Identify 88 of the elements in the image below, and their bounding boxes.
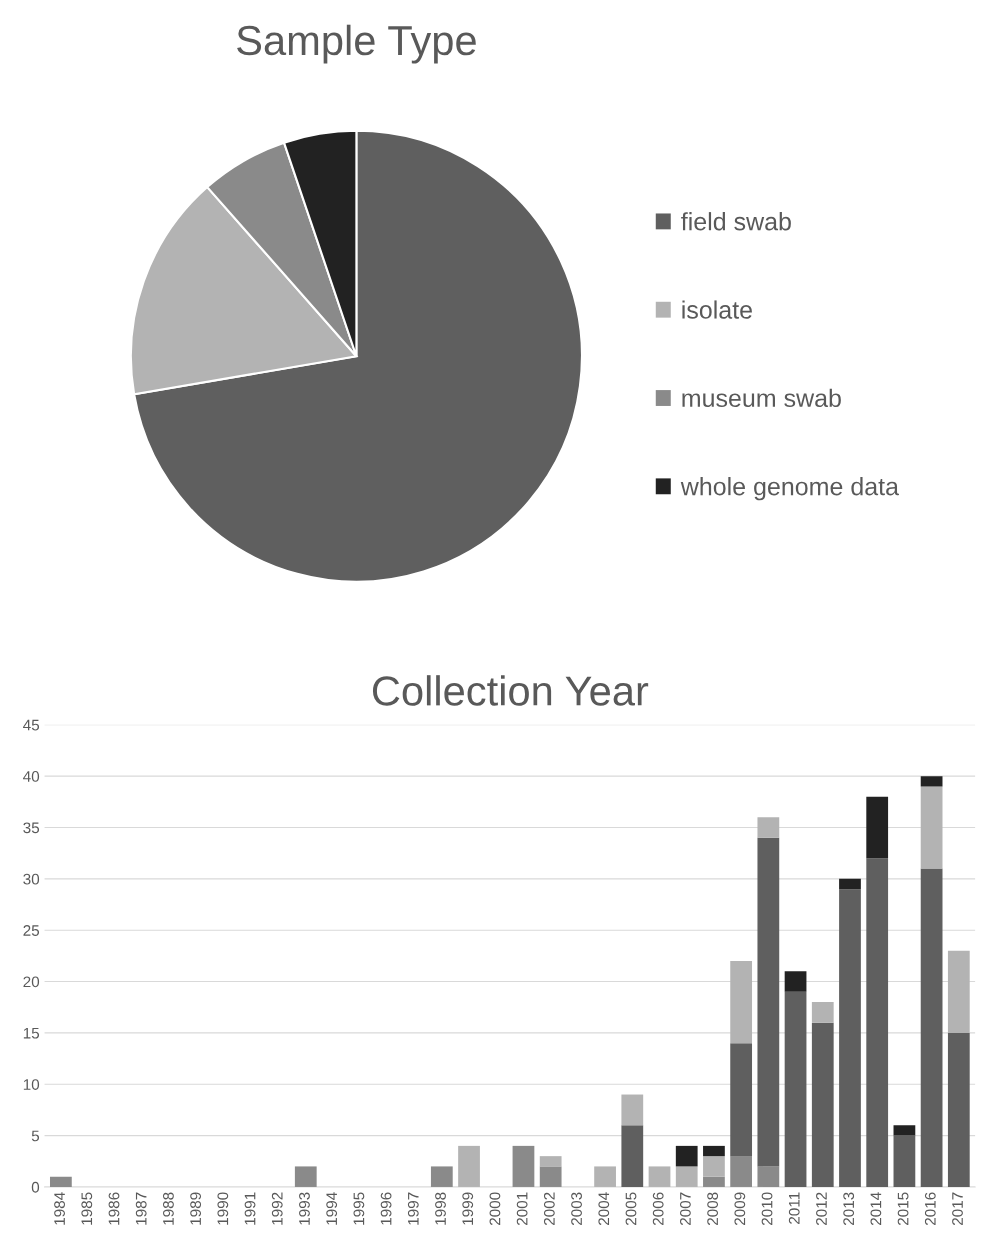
bar xyxy=(947,1032,970,1187)
x-tick-label: 1992 xyxy=(271,1192,283,1225)
legend-label: museum swab xyxy=(682,388,841,408)
bar xyxy=(866,858,889,1187)
x-tick-label: 2016 xyxy=(924,1192,936,1226)
x-tick-label: 1991 xyxy=(244,1192,256,1225)
x-tick-label: 1995 xyxy=(353,1192,365,1225)
bar xyxy=(539,1156,562,1167)
y-tick-label: 35 xyxy=(23,822,40,834)
bar xyxy=(49,1176,72,1187)
y-tick-label: 25 xyxy=(23,925,40,936)
x-tick-label: 2004 xyxy=(598,1192,610,1226)
bar xyxy=(458,1145,480,1187)
x-tick-label: 1986 xyxy=(108,1192,120,1225)
bar xyxy=(512,1145,535,1187)
y-tick-label: 10 xyxy=(23,1079,40,1090)
x-tick-label: 1997 xyxy=(407,1192,419,1225)
bar xyxy=(621,1094,644,1126)
y-tick-label: 0 xyxy=(31,1181,40,1193)
bar xyxy=(703,1145,725,1157)
legend-label: field swab xyxy=(681,212,791,231)
x-tick-label: 2002 xyxy=(543,1192,555,1226)
x-tick-label: 2006 xyxy=(652,1192,664,1226)
legend-label: isolate xyxy=(682,300,752,319)
bar xyxy=(675,1145,698,1167)
x-tick-label: 1988 xyxy=(163,1192,174,1225)
bar xyxy=(621,1125,644,1187)
bar xyxy=(757,1166,780,1187)
x-tick-label: 2015 xyxy=(897,1192,909,1226)
chart-title: Sample Type xyxy=(237,24,476,64)
x-tick-label: 1984 xyxy=(54,1192,65,1225)
bar xyxy=(675,1166,698,1187)
bar xyxy=(920,786,943,869)
x-tick-label: 2013 xyxy=(843,1192,855,1226)
x-tick-label: 1994 xyxy=(326,1192,338,1225)
x-tick-label: 1999 xyxy=(462,1192,474,1225)
legend-label: whole genome data xyxy=(680,477,899,501)
bar xyxy=(920,868,943,1187)
x-tick-label: 2011 xyxy=(788,1192,800,1224)
x-tick-label: 2000 xyxy=(489,1192,501,1226)
bar xyxy=(893,1125,916,1136)
bar xyxy=(947,950,970,1033)
bar xyxy=(730,1156,753,1187)
bar xyxy=(839,889,861,1187)
x-tick-label: 2005 xyxy=(625,1192,637,1226)
bar xyxy=(294,1166,317,1187)
bar xyxy=(784,991,807,1187)
y-tick-label: 30 xyxy=(23,873,40,885)
x-tick-label: 2008 xyxy=(707,1192,719,1226)
y-tick-label: 5 xyxy=(31,1130,40,1142)
x-tick-label: 2010 xyxy=(761,1192,773,1226)
x-tick-label: 2001 xyxy=(516,1192,528,1226)
x-tick-label: 2012 xyxy=(816,1192,827,1226)
x-tick-label: 1987 xyxy=(135,1192,147,1225)
bar xyxy=(703,1176,725,1187)
y-tick-label: 15 xyxy=(23,1027,40,1039)
x-tick-label: 1989 xyxy=(190,1192,202,1225)
x-tick-label: 2017 xyxy=(952,1192,963,1226)
x-tick-label: 2009 xyxy=(734,1192,746,1226)
x-tick-label: 2007 xyxy=(680,1192,691,1226)
x-tick-label: 2014 xyxy=(870,1192,882,1226)
bar xyxy=(839,878,861,890)
bar xyxy=(539,1166,562,1187)
pie-slice xyxy=(133,129,583,583)
bar xyxy=(811,1002,834,1023)
x-tick-label: 2003 xyxy=(571,1192,582,1226)
x-tick-label: 1990 xyxy=(217,1192,229,1225)
bar xyxy=(594,1166,616,1187)
x-tick-label: 1996 xyxy=(380,1192,392,1225)
bar xyxy=(430,1166,453,1187)
y-tick-label: 40 xyxy=(23,771,40,782)
bar xyxy=(920,776,943,787)
bar xyxy=(757,817,780,838)
x-tick-label: 1985 xyxy=(81,1192,93,1225)
bar xyxy=(866,796,889,859)
y-tick-label: 20 xyxy=(23,976,40,988)
x-tick-label: 1993 xyxy=(299,1192,310,1225)
bar xyxy=(811,1022,834,1187)
chart-title: Collection Year xyxy=(372,675,649,706)
bar xyxy=(730,961,753,1044)
bar xyxy=(730,1043,753,1157)
x-tick-label: 1998 xyxy=(435,1192,446,1225)
bar xyxy=(703,1156,725,1177)
bar xyxy=(648,1166,671,1187)
bar xyxy=(893,1135,916,1187)
bar xyxy=(784,971,807,992)
bar xyxy=(757,837,780,1167)
y-tick-label: 45 xyxy=(23,719,40,731)
